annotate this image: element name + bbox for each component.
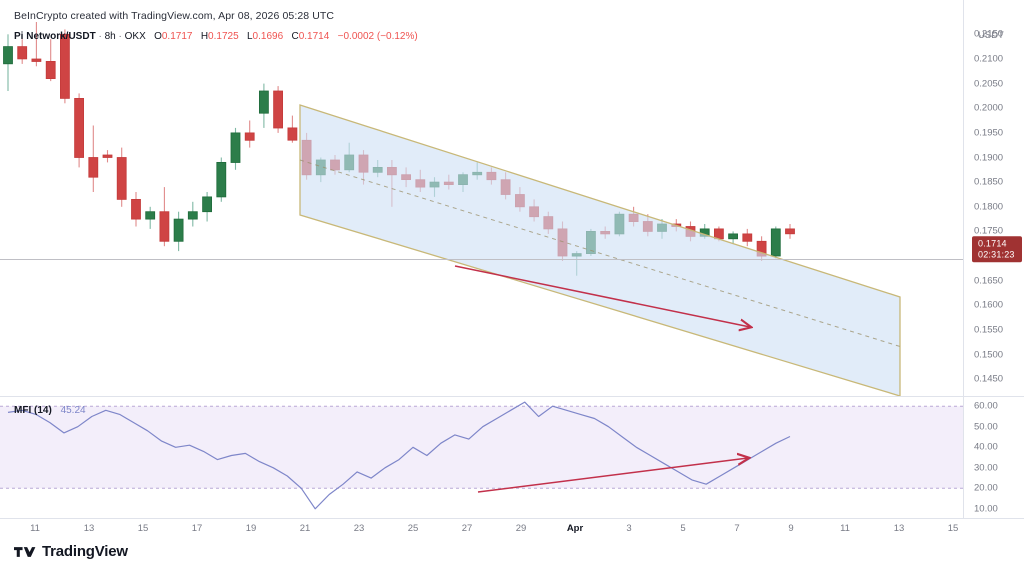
- mfi-divergence-arrow: [477, 458, 748, 493]
- mfi-tick: 50.00: [974, 421, 998, 433]
- mfi-tick: 30.00: [974, 462, 998, 474]
- mfi-tick: 40.00: [974, 441, 998, 453]
- time-tick: 15: [137, 523, 149, 534]
- time-tick: 13: [83, 523, 95, 534]
- time-tick: 9: [788, 523, 794, 534]
- price-scale-unit: USDT: [978, 30, 1004, 41]
- price-downtrend-arrow: [454, 265, 750, 327]
- time-tick: 11: [30, 523, 40, 534]
- last-price-badge: 0.1714 02:31:23: [972, 236, 1022, 262]
- time-tick: 15: [947, 523, 959, 534]
- mfi-series: [0, 401, 963, 510]
- mfi-legend: MFI (14) 45.24: [14, 405, 86, 416]
- price-tick: 0.1550: [974, 324, 1004, 336]
- time-tick: 29: [515, 523, 527, 534]
- tradingview-branding: TradingView: [14, 543, 128, 560]
- tradingview-logo-icon: [14, 546, 36, 557]
- price-tick: 0.1450: [974, 373, 1004, 385]
- mfi-scale[interactable]: 60.00 50.00 40.00 30.00 20.00 10.00: [964, 396, 1024, 518]
- mfi-title: MFI (14): [14, 405, 52, 416]
- price-scale-divider: [963, 0, 964, 518]
- price-tick: 0.2000: [974, 102, 1004, 114]
- price-tick: 0.1600: [974, 299, 1004, 311]
- price-tick: 0.1750: [974, 225, 1004, 237]
- mfi-value: 45.24: [60, 405, 86, 416]
- time-scale[interactable]: 11 13 15 17 19 21 23 25 27 29 Apr 3 5 7 9 11 13 15: [0, 518, 964, 538]
- mfi-tick: 10.00: [974, 503, 998, 515]
- price-scale[interactable]: USDT 0.2150 0.2100 0.2050 0.2000 0.1950 0.190…: [964, 0, 1024, 396]
- time-tick: 23: [353, 523, 365, 534]
- price-tick: 0.1500: [974, 349, 1004, 361]
- time-tick: 19: [245, 523, 257, 534]
- price-tick: 0.2100: [974, 53, 1004, 65]
- mfi-tick: 20.00: [974, 482, 998, 494]
- price-tick: 0.1950: [974, 127, 1004, 139]
- time-tick: 27: [461, 523, 473, 534]
- price-tick: 0.1800: [974, 201, 1004, 213]
- time-tick: 3: [626, 523, 632, 534]
- price-tick: 0.1850: [974, 176, 1004, 188]
- tradingview-wordmark: TradingView: [42, 543, 128, 560]
- time-tick: 25: [407, 523, 419, 534]
- time-tick: 21: [299, 523, 311, 534]
- bar-countdown: 02:31:23: [978, 248, 1015, 259]
- time-tick: 11: [840, 523, 850, 534]
- last-price-value: 0.1714: [978, 238, 1007, 249]
- time-tick: 5: [680, 523, 686, 534]
- price-tick: 0.2150: [974, 28, 1004, 40]
- price-tick: 0.2050: [974, 78, 1004, 90]
- time-axis-divider: [0, 518, 1024, 519]
- time-tick: 7: [734, 523, 740, 534]
- time-tick: 13: [893, 523, 905, 534]
- attribution-text: BeInCrypto created with TradingView.com,…: [14, 10, 335, 22]
- mfi-tick: 60.00: [974, 400, 998, 412]
- price-tick: 0.1900: [974, 152, 1004, 163]
- time-tick: Apr: [566, 523, 584, 534]
- pane-separator: [0, 396, 1024, 397]
- time-tick: 17: [191, 523, 203, 534]
- price-tick: 0.1650: [974, 275, 1004, 287]
